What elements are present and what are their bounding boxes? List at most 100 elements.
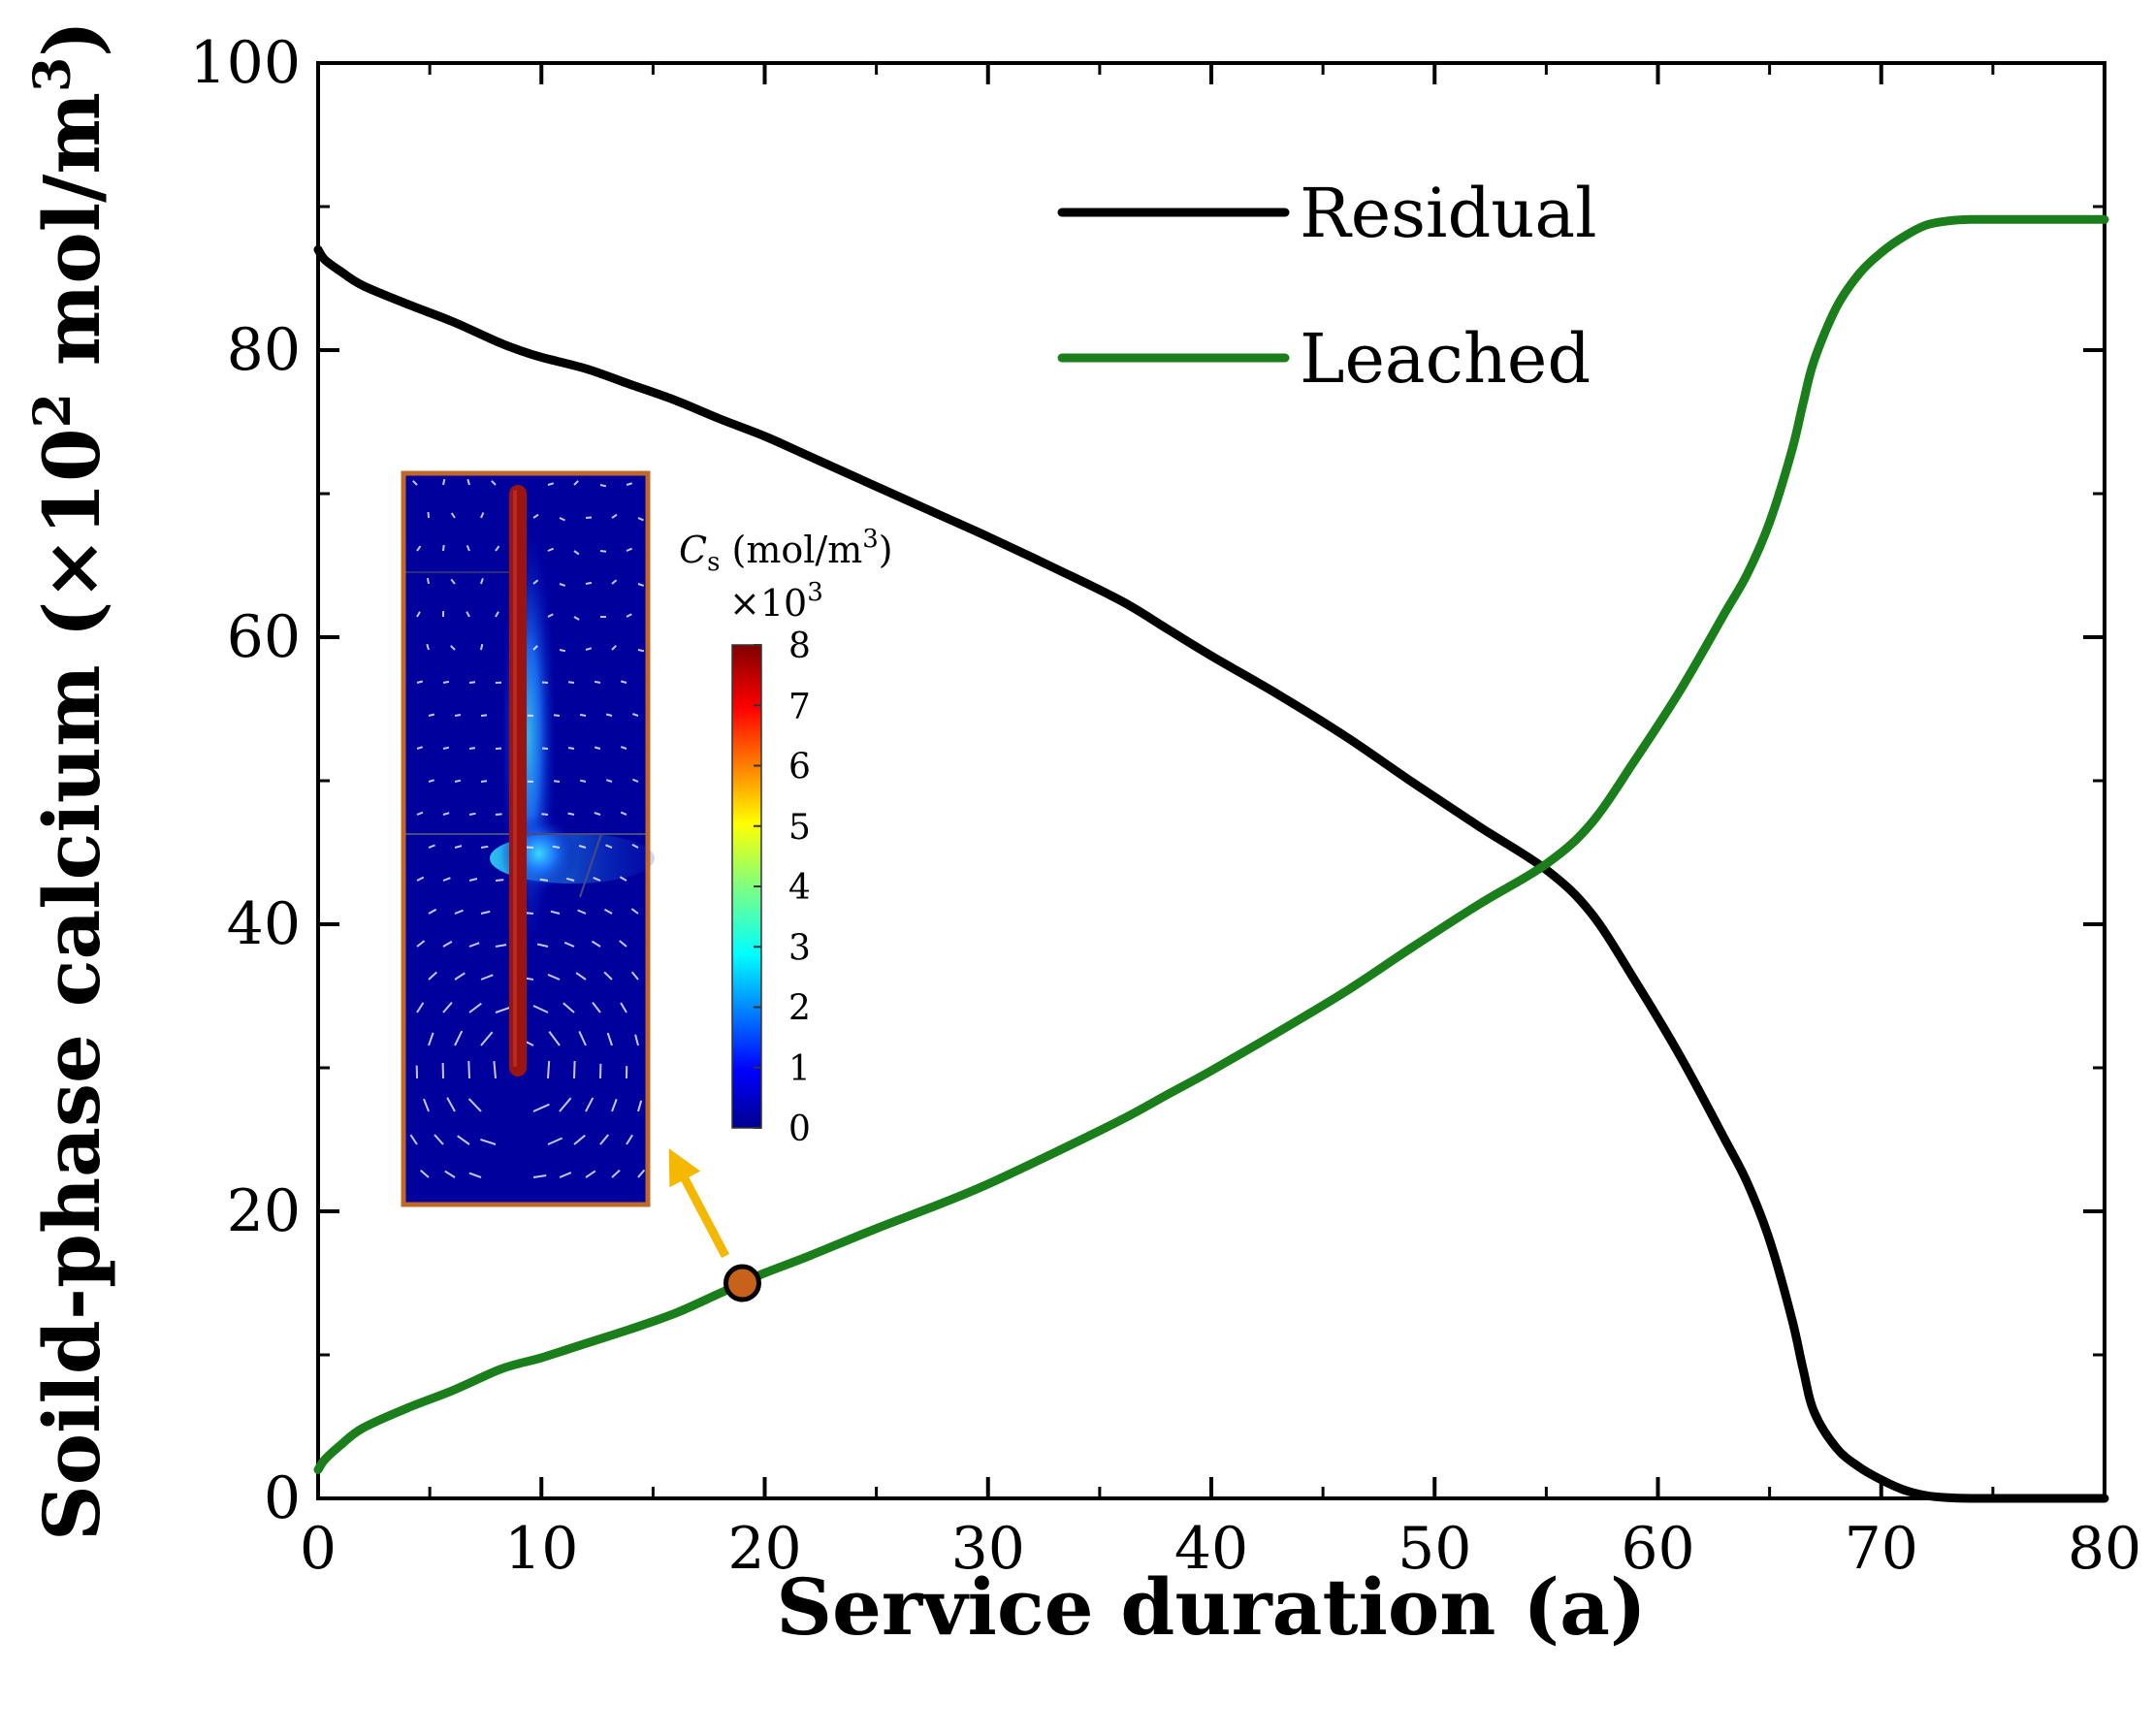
x-tick-label: 70 <box>1845 1515 1918 1583</box>
flow-arrow <box>585 1170 596 1178</box>
flow-arrow <box>547 1137 563 1145</box>
flow-arrow <box>630 908 639 915</box>
x-tick-label: 40 <box>1174 1515 1248 1583</box>
flow-arrow <box>480 714 488 717</box>
flow-arrow <box>611 579 618 585</box>
flow-arrow <box>573 616 580 621</box>
flow-arrow <box>495 813 502 816</box>
flow-arrow <box>579 713 587 717</box>
flow-arrow <box>416 811 424 816</box>
flow-arrow <box>428 713 435 717</box>
flow-arrow <box>559 1097 572 1112</box>
flow-arrow <box>454 1030 464 1046</box>
flow-arrow <box>547 613 554 618</box>
flow-arrow <box>412 480 418 486</box>
flow-arrow <box>450 645 456 651</box>
colorbar-tick-label: 0 <box>788 1109 811 1149</box>
flow-arrow <box>573 1060 576 1079</box>
x-tick-label: 80 <box>2068 1515 2141 1583</box>
flow-arrow <box>495 611 499 618</box>
flow-arrow <box>552 845 561 849</box>
flow-arrow <box>541 747 549 750</box>
flow-arrow <box>606 1032 613 1046</box>
flow-arrow <box>631 844 639 849</box>
flow-arrow <box>446 1097 456 1112</box>
flow-arrow <box>620 1002 627 1013</box>
flow-arrow <box>428 971 437 981</box>
flow-arrow <box>585 581 593 585</box>
x-axis: 0 10 20 30 40 50 60 70 80 <box>300 63 2141 1583</box>
flow-arrow <box>541 681 549 684</box>
colorbar-tick-label: 4 <box>788 868 811 908</box>
colorbar-ticks: 0 1 2 3 4 5 6 7 8 <box>754 627 811 1149</box>
flow-arrow <box>442 941 453 948</box>
flow-arrow <box>457 1135 470 1145</box>
flow-arrow <box>467 1098 482 1112</box>
flow-arrow <box>495 1006 512 1013</box>
flow-arrow <box>547 482 555 486</box>
flow-arrow <box>426 643 430 651</box>
flow-arrow <box>550 910 561 915</box>
x-tick-label: 60 <box>1621 1515 1694 1583</box>
flow-arrow <box>532 513 539 519</box>
flow-arrow <box>637 517 644 522</box>
flow-arrow <box>559 517 565 522</box>
flow-arrow <box>428 1032 434 1046</box>
flow-arrow <box>416 680 424 684</box>
flow-arrow <box>480 643 484 651</box>
flow-arrow <box>594 812 601 816</box>
flow-arrow <box>603 971 613 981</box>
flow-arrow <box>630 971 639 981</box>
series-line-leached <box>313 214 2109 1474</box>
flow-arrow <box>454 972 466 981</box>
flow-arrow <box>573 550 580 556</box>
flow-arrow <box>480 910 491 915</box>
flow-arrow <box>468 812 476 816</box>
flow-arrow <box>637 1100 643 1112</box>
flow-arrow <box>536 943 549 948</box>
flow-arrow <box>567 681 575 684</box>
flow-arrow <box>532 1174 547 1178</box>
flow-arrow <box>495 879 504 882</box>
flow-arrow <box>599 484 607 488</box>
y-tick-label: 20 <box>227 1177 301 1245</box>
flow-arrow <box>480 845 489 849</box>
flow-arrow <box>468 942 480 948</box>
x-tick-label: 10 <box>504 1515 578 1583</box>
colorbar-tick-label: 8 <box>788 627 811 666</box>
flow-arrow <box>567 812 575 816</box>
x-tick-label: 0 <box>300 1515 337 1583</box>
legend-label-leached: Leached <box>1300 319 1591 399</box>
flow-arrow <box>553 714 561 717</box>
colorbar-tick-label: 7 <box>788 687 811 726</box>
flow-arrow <box>416 940 426 948</box>
inset-flow-arrows <box>409 478 646 1178</box>
flow-arrow <box>468 1002 482 1013</box>
flow-arrow <box>442 680 450 684</box>
inset-electrode-rod-highlight <box>513 490 517 1067</box>
flow-arrow <box>416 545 422 552</box>
flow-arrow <box>619 940 627 948</box>
flow-arrow <box>532 579 539 585</box>
flow-arrow <box>578 1030 587 1046</box>
flow-arrow <box>605 844 613 849</box>
x-axis-title: Service duration (a) <box>776 1561 1647 1653</box>
flow-arrow <box>466 478 470 486</box>
flow-arrow <box>416 611 421 618</box>
inset-figure <box>401 470 655 1207</box>
flow-arrow <box>626 547 632 552</box>
flow-arrow <box>559 1172 572 1178</box>
flow-arrow <box>426 577 430 585</box>
flow-arrow <box>454 909 464 915</box>
colorbar-tick-label: 2 <box>788 989 811 1029</box>
y-tick-label: 80 <box>227 316 301 384</box>
flow-arrow <box>547 973 561 981</box>
flow-arrow <box>468 747 476 750</box>
flow-arrow <box>442 544 445 552</box>
flow-arrow <box>548 1031 561 1046</box>
flow-arrow <box>637 583 645 587</box>
colorbar: Cs (mol/m3) ×103 0 1 2 3 4 5 6 7 8 <box>679 525 893 1149</box>
flow-arrow <box>578 845 587 849</box>
flow-arrow <box>577 909 587 915</box>
